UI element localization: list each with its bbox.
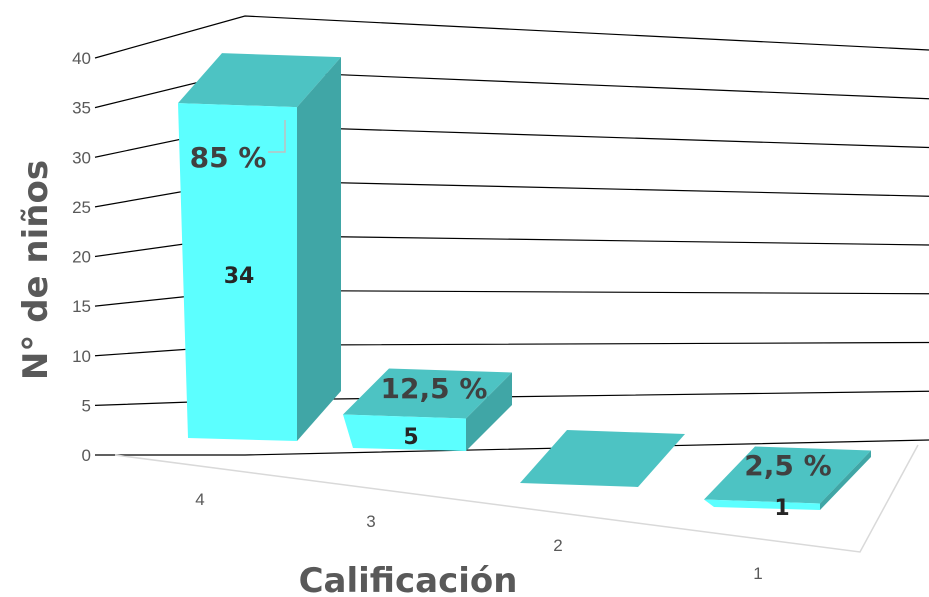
floor-edge — [114, 444, 919, 553]
y-tick-label: 5 — [82, 396, 91, 415]
bar-value-label: 5 — [403, 425, 418, 450]
bar-side-face — [820, 450, 871, 510]
x-axis-title: Calificación — [299, 561, 518, 597]
bar-percent-label: 85 % — [190, 141, 267, 174]
bar-side-face — [297, 57, 341, 442]
bar — [178, 53, 341, 442]
value-labels: 34 5 1 — [224, 264, 790, 521]
x-category-label: 3 — [366, 512, 375, 531]
y-tick-label: 25 — [72, 198, 91, 217]
x-category-label: 1 — [753, 564, 762, 583]
y-tick-label: 10 — [72, 347, 91, 366]
y-tick-label: 35 — [72, 99, 91, 118]
bar — [520, 430, 685, 487]
bar-top-face — [520, 430, 685, 487]
y-axis-title: N° de niños — [16, 160, 56, 380]
y-tick-label: 30 — [72, 148, 91, 167]
y-tick-label: 20 — [72, 248, 91, 267]
percent-labels: 85 % 12,5 % 2,5 % — [190, 120, 832, 482]
bar-front-face — [343, 414, 466, 451]
bar-front-face — [178, 103, 297, 442]
bar — [704, 446, 871, 510]
label-leader-line — [268, 120, 286, 153]
gridline — [95, 439, 929, 456]
bar-percent-label: 12,5 % — [381, 372, 488, 405]
x-category-label: 4 — [195, 490, 204, 509]
y-tick-label: 40 — [72, 49, 91, 68]
x-category-label: 2 — [553, 536, 562, 555]
chart-floor — [114, 444, 919, 553]
bar-value-label: 1 — [774, 496, 789, 521]
y-axis-ticks: 0 5 10 15 20 25 30 35 40 — [72, 49, 91, 465]
y-tick-label: 15 — [72, 297, 91, 316]
x-axis-categories: 4 3 2 1 — [195, 490, 762, 583]
bar-top-face — [704, 446, 871, 504]
bar-percent-label: 2,5 % — [744, 449, 831, 482]
bars — [178, 53, 871, 510]
bar-front-face — [704, 499, 820, 510]
bar — [343, 368, 512, 451]
bar-top-face — [178, 53, 341, 108]
bar-top-face — [343, 368, 512, 419]
y-tick-label: 0 — [82, 446, 91, 465]
bar-value-label: 34 — [224, 264, 255, 289]
bar-side-face — [466, 372, 512, 451]
gridline — [94, 15, 929, 59]
